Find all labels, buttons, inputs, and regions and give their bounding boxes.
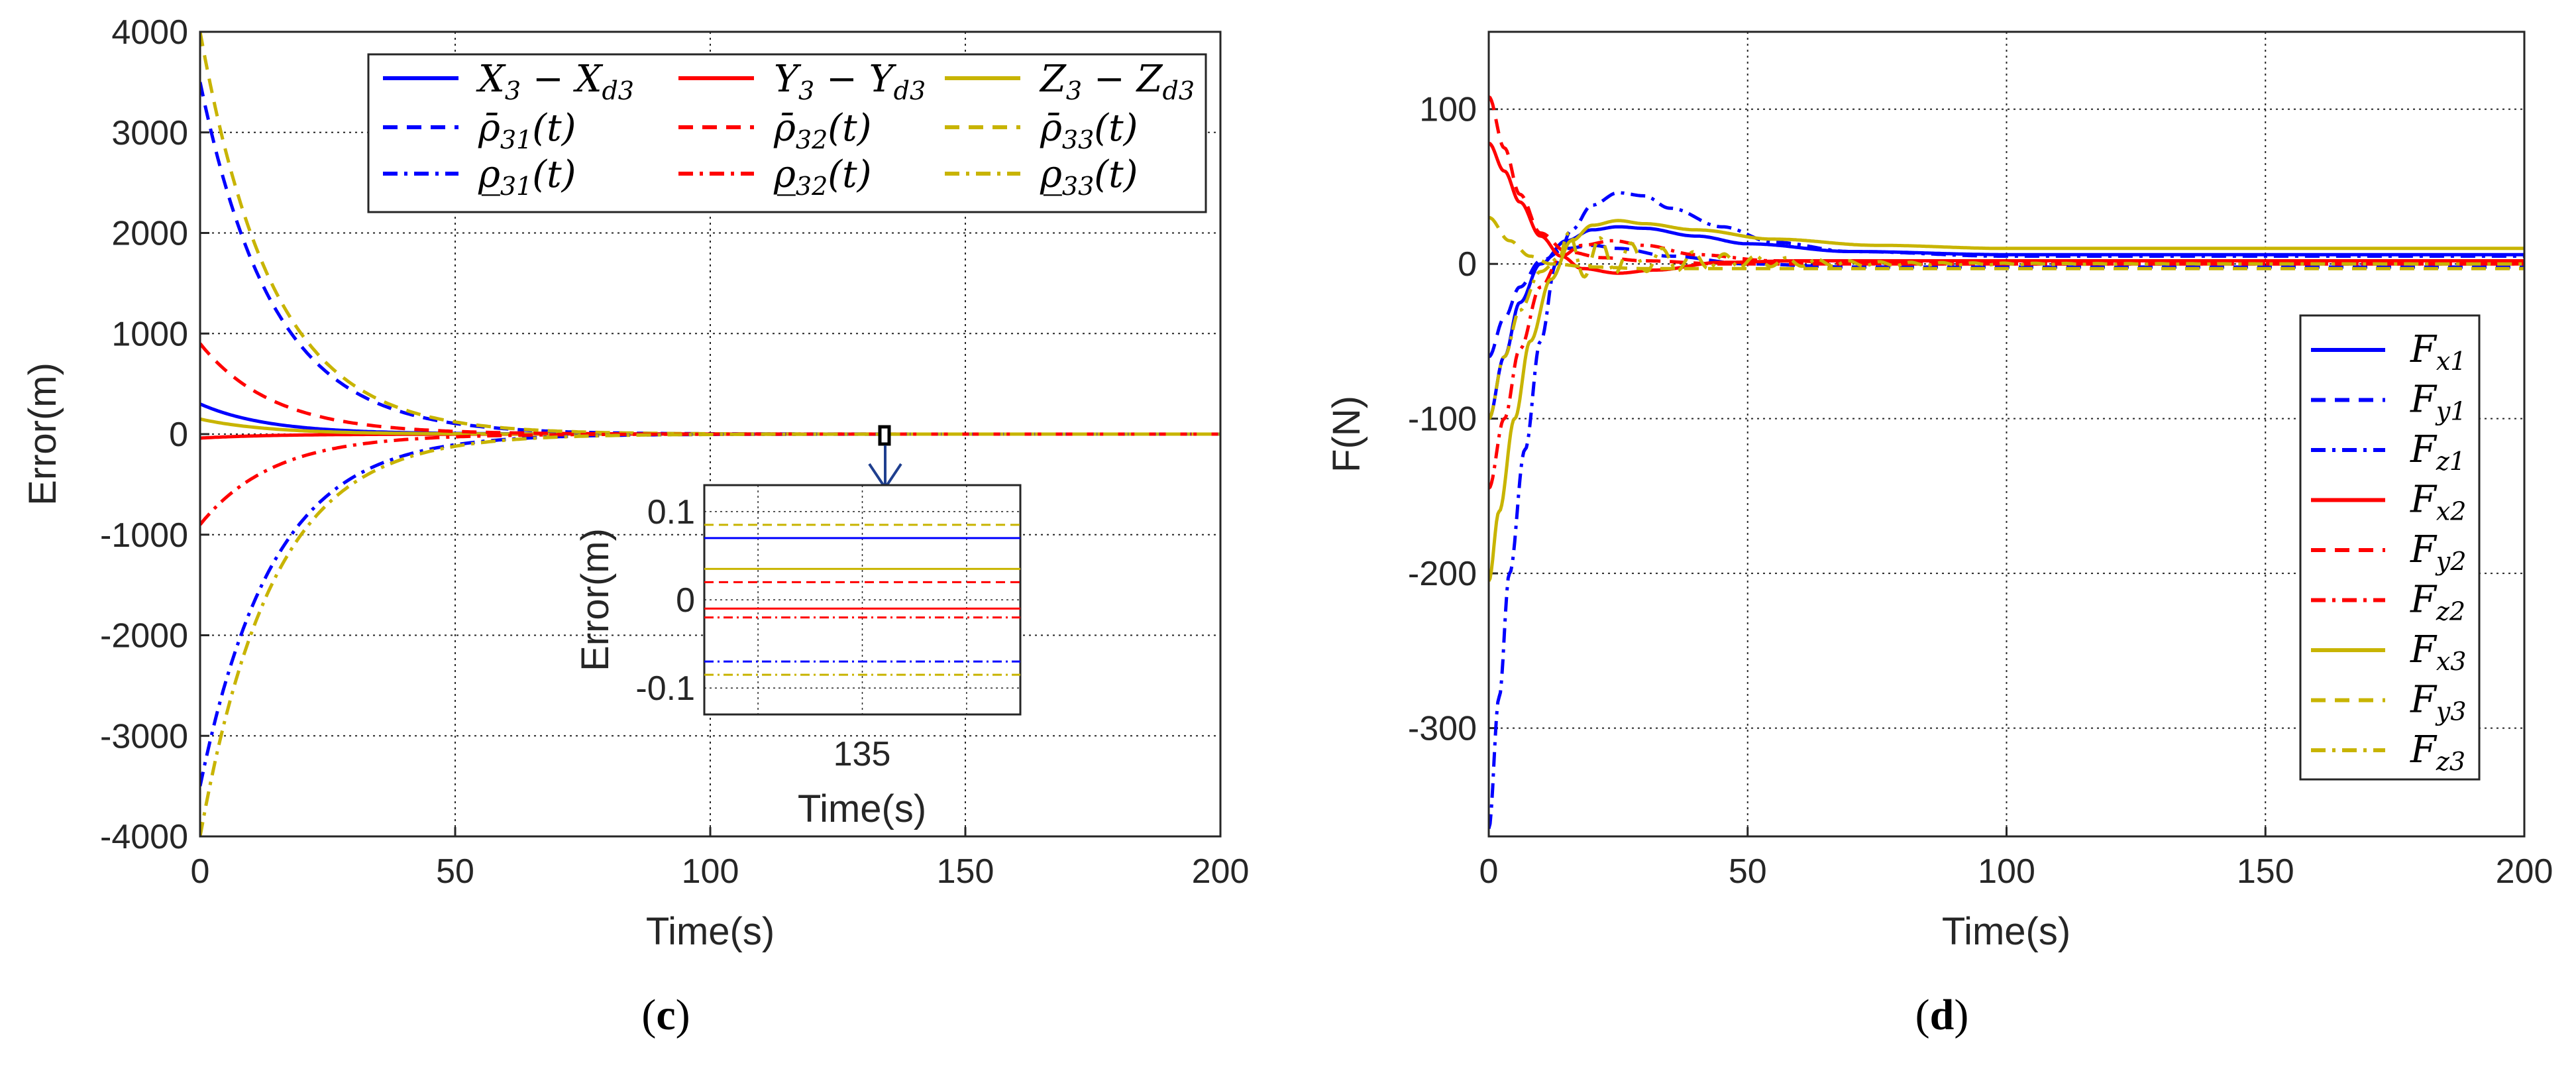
y-tick-label: -100: [1408, 400, 1477, 439]
panel-d-axes-frame: [1487, 30, 2526, 838]
series-line: [1489, 231, 2524, 420]
panel-d-y-axis-label: F(N): [1325, 396, 1368, 473]
y-tick-label: -4000: [100, 818, 188, 856]
y-tick-label: 4000: [111, 13, 188, 52]
y-tick-label: 0: [169, 416, 188, 454]
panel-c-inset: -0.1 0 0.1 135 Time(s) Error(m): [574, 484, 1022, 830]
series-line: [1489, 191, 2524, 829]
y-tick-label: 3000: [111, 114, 188, 152]
inset-x-axis-label: Time(s): [798, 787, 926, 830]
x-tick-label: 50: [436, 852, 474, 891]
y-tick-label: 1000: [111, 315, 188, 353]
legend-entry: Fz2: [2410, 579, 2465, 626]
legend-entry: X3 − Xd3: [476, 58, 634, 105]
panel-d-legend-box: [2299, 314, 2481, 781]
x-tick-label: 100: [682, 852, 739, 891]
x-tick-label: 200: [2496, 852, 2553, 891]
legend-entry: ρ̲32(t): [773, 153, 871, 201]
x-tick-label: 100: [1978, 852, 2035, 891]
panel-d-series: [1489, 95, 2524, 829]
legend-entry: ρ̄33(t): [1040, 107, 1138, 154]
y-tick-label: 100: [1419, 91, 1477, 129]
panel-d-x-axis-label: Time(s): [1942, 910, 2070, 953]
legend-entry: Fx3: [2410, 628, 2466, 676]
panel-d-y-ticks: -300 -200 -100 0 100: [1408, 91, 1477, 748]
panel-c-legend: X3 − Xd3 Y3 − Yd3 Z3 − Zd3 ρ̄31(t) ρ̄32(t) ρ̄…: [367, 53, 1207, 213]
legend-entry: ρ̲31(t): [478, 153, 576, 201]
y-tick-label: -1000: [100, 516, 188, 555]
y-tick-label: -200: [1408, 555, 1477, 593]
panel-c-legend-box: [367, 53, 1207, 213]
legend-entry: Z3 − Zd3: [1039, 58, 1195, 105]
panel-c-caption: (c): [641, 991, 690, 1039]
legend-entry: Fy1: [2410, 378, 2467, 426]
panel-c-axes-frame: [199, 30, 1222, 838]
panel-c-y-ticks: -4000 -3000 -2000 -1000 0 1000 2000 3000 4000: [100, 13, 188, 856]
inset-y-tick-label: 0: [676, 581, 695, 620]
zoom-region-marker: [878, 425, 891, 446]
legend-entry: Fz1: [2410, 428, 2465, 476]
inset-y-tick-label: -0.1: [635, 669, 695, 708]
inset-series: [704, 524, 1020, 676]
legend-entry: ρ̄32(t): [773, 107, 871, 154]
panel-d-x-ticks: 0 50 100 150 200: [1479, 852, 2553, 891]
y-tick-label: 0: [1458, 245, 1477, 284]
panel-c-x-ticks: 0 50 100 150 200: [191, 852, 1250, 891]
legend-entry: ρ̄31(t): [478, 107, 576, 154]
panel-c-chart: 0 50 100 150 200 -4000 -3000 -2000 -1000 0 1000 20…: [21, 13, 1249, 1039]
inset-axes-box: [703, 484, 1022, 716]
legend-entry: Fy3: [2410, 679, 2467, 726]
y-tick-label: 2000: [111, 215, 188, 253]
y-tick-label: -3000: [100, 717, 188, 756]
x-tick-label: 50: [1729, 852, 1767, 891]
panel-c-series: [200, 32, 1220, 836]
inset-y-tick-label: 0.1: [647, 493, 695, 532]
x-tick-label: 0: [1479, 852, 1499, 891]
y-tick-label: -300: [1408, 710, 1477, 748]
panel-d-caption: (d): [1915, 991, 1969, 1039]
legend-entry: Fx1: [2410, 328, 2466, 376]
legend-entry: Fx2: [2410, 479, 2466, 526]
x-tick-label: 150: [937, 852, 994, 891]
series-line: [200, 432, 1220, 836]
series-line: [1489, 215, 2524, 270]
legend-entry: Fy2: [2410, 528, 2467, 576]
y-tick-label: -2000: [100, 617, 188, 655]
inset-y-axis-label: Error(m): [574, 528, 617, 671]
inset-grid: [704, 485, 1020, 714]
inset-y-ticks: -0.1 0 0.1: [635, 493, 695, 708]
legend-entry: ρ̲33(t): [1040, 153, 1138, 201]
x-tick-label: 0: [191, 852, 210, 891]
x-tick-label: 150: [2237, 852, 2294, 891]
panel-d-chart: 0 50 100 150 200 -300 -200 -100 0 100 Time(s) F(…: [1325, 30, 2553, 1039]
inset-x-tick-label: 135: [833, 735, 891, 773]
panel-c-y-axis-label: Error(m): [21, 363, 64, 506]
legend-entry: Fz3: [2410, 728, 2465, 776]
panel-c-x-axis-label: Time(s): [646, 910, 775, 953]
x-tick-label: 200: [1192, 852, 1250, 891]
series-line: [1489, 219, 2524, 582]
legend-entry: Y3 − Yd3: [774, 58, 926, 105]
